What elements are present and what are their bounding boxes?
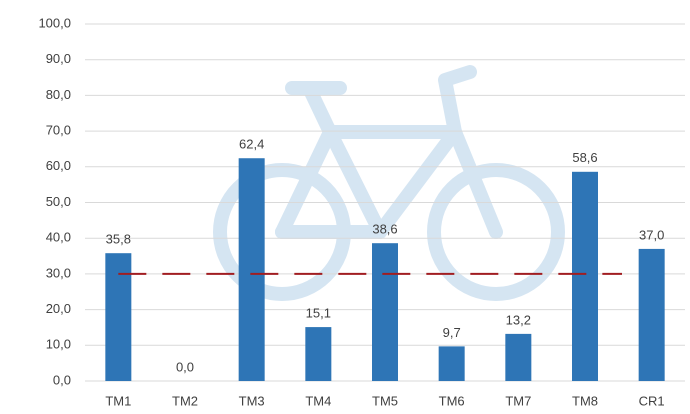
bar xyxy=(505,333,532,381)
y-tick-label: 10,0 xyxy=(46,337,71,352)
data-label: 9,7 xyxy=(443,325,461,340)
bar xyxy=(372,243,398,381)
data-label: 62,4 xyxy=(239,137,264,152)
data-label: 37,0 xyxy=(639,227,664,242)
bicycle-watermark xyxy=(213,65,565,301)
y-tick-label: 0,0 xyxy=(53,372,71,387)
x-tick-label: TM4 xyxy=(305,393,331,408)
bar xyxy=(105,253,132,381)
data-label: 13,2 xyxy=(506,312,531,327)
bar xyxy=(238,158,265,381)
data-label: 58,6 xyxy=(572,150,597,165)
y-tick-label: 40,0 xyxy=(46,230,71,245)
x-tick-label: TM3 xyxy=(239,393,265,408)
y-tick-label: 60,0 xyxy=(46,158,71,173)
y-tick-label: 20,0 xyxy=(46,301,71,316)
data-label: 0,0 xyxy=(176,359,194,374)
bar xyxy=(438,346,465,381)
bars xyxy=(105,158,665,381)
x-tick-label: TM1 xyxy=(105,393,131,408)
bar xyxy=(572,171,598,381)
x-tick-label: TM6 xyxy=(439,393,465,408)
bar xyxy=(305,327,332,381)
x-tick-label: TM2 xyxy=(172,393,198,408)
data-label: 38,6 xyxy=(372,222,397,237)
x-tick-label: TM7 xyxy=(505,393,531,408)
x-tick-label: TM8 xyxy=(572,393,598,408)
y-tick-label: 30,0 xyxy=(46,265,71,280)
y-tick-label: 100,0 xyxy=(38,15,71,30)
y-tick-label: 90,0 xyxy=(46,51,71,66)
data-label: 35,8 xyxy=(106,232,131,247)
y-tick-label: 50,0 xyxy=(46,194,71,209)
x-tick-label: CR1 xyxy=(639,393,665,408)
y-tick-label: 70,0 xyxy=(46,123,71,138)
data-label: 15,1 xyxy=(306,306,331,321)
x-tick-label: TM5 xyxy=(372,393,398,408)
bar xyxy=(638,248,665,381)
y-tick-label: 80,0 xyxy=(46,87,71,102)
